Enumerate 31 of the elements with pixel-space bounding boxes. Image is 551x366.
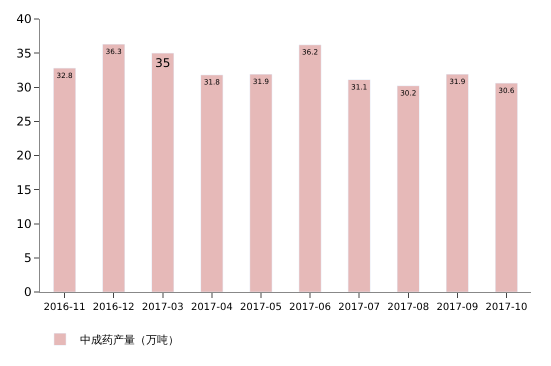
data-label: 35 xyxy=(155,56,170,70)
x-tick-label: 2016-12 xyxy=(92,302,135,313)
legend-label: 中成药产量（万吨） xyxy=(80,334,179,347)
x-tick-label: 2017-10 xyxy=(486,302,528,313)
x-tick-label: 2017-06 xyxy=(289,302,331,313)
y-tick-label: 0 xyxy=(24,285,32,300)
y-tick-label: 10 xyxy=(16,216,32,231)
y-tick-label: 30 xyxy=(16,80,32,94)
x-tick-label: 2017-04 xyxy=(190,302,233,313)
x-tick-label: 2016-11 xyxy=(44,302,86,313)
y-tick-label: 35 xyxy=(16,46,32,60)
x-tick-label: 2017-09 xyxy=(436,302,478,313)
bar xyxy=(151,52,174,292)
bar xyxy=(102,44,125,292)
x-tick-label: 2017-08 xyxy=(387,302,430,313)
bar xyxy=(495,82,518,292)
bar xyxy=(396,86,420,292)
y-tick-label: 5 xyxy=(24,251,32,266)
bar xyxy=(200,74,224,292)
x-tick-label: 2017-05 xyxy=(240,302,282,313)
y-tick-label: 40 xyxy=(16,12,32,26)
y-tick-label: 15 xyxy=(16,182,32,197)
x-tick-label: 2017-03 xyxy=(142,302,184,313)
bar xyxy=(53,68,76,292)
bar xyxy=(348,79,370,292)
bar xyxy=(250,74,272,292)
bar xyxy=(446,74,469,292)
x-tick-label: 2017-07 xyxy=(338,302,380,313)
y-tick-label: 20 xyxy=(16,148,32,163)
y-tick-label: 25 xyxy=(16,114,32,129)
bar xyxy=(298,44,322,292)
